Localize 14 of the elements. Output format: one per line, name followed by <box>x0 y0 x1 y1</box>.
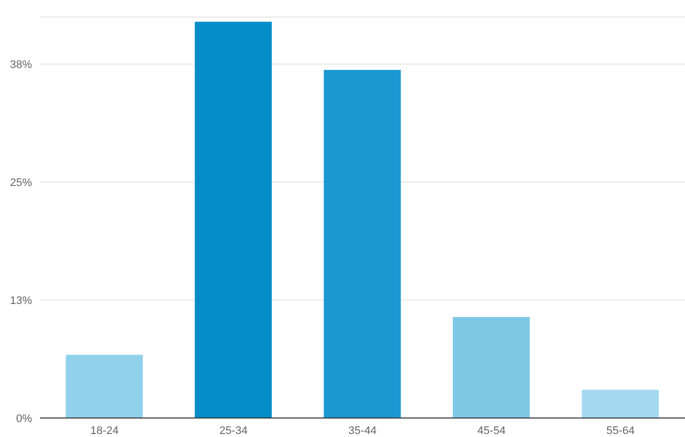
bar <box>582 390 659 418</box>
bar <box>194 22 272 418</box>
bar <box>324 70 401 418</box>
x-tick-label: 18-24 <box>90 424 119 437</box>
bar <box>452 317 530 418</box>
y-tick-label: 38% <box>10 59 32 72</box>
y-tick-label: 25% <box>10 177 32 190</box>
x-tick-label: 45-54 <box>477 424 506 437</box>
y-tick-label: 13% <box>10 294 32 307</box>
x-tick-label: 35-44 <box>348 424 377 437</box>
bar <box>66 354 143 418</box>
x-tick-label: 55-64 <box>606 424 635 437</box>
y-tick-label: 0% <box>16 412 32 425</box>
x-tick-label: 25-34 <box>219 424 248 437</box>
